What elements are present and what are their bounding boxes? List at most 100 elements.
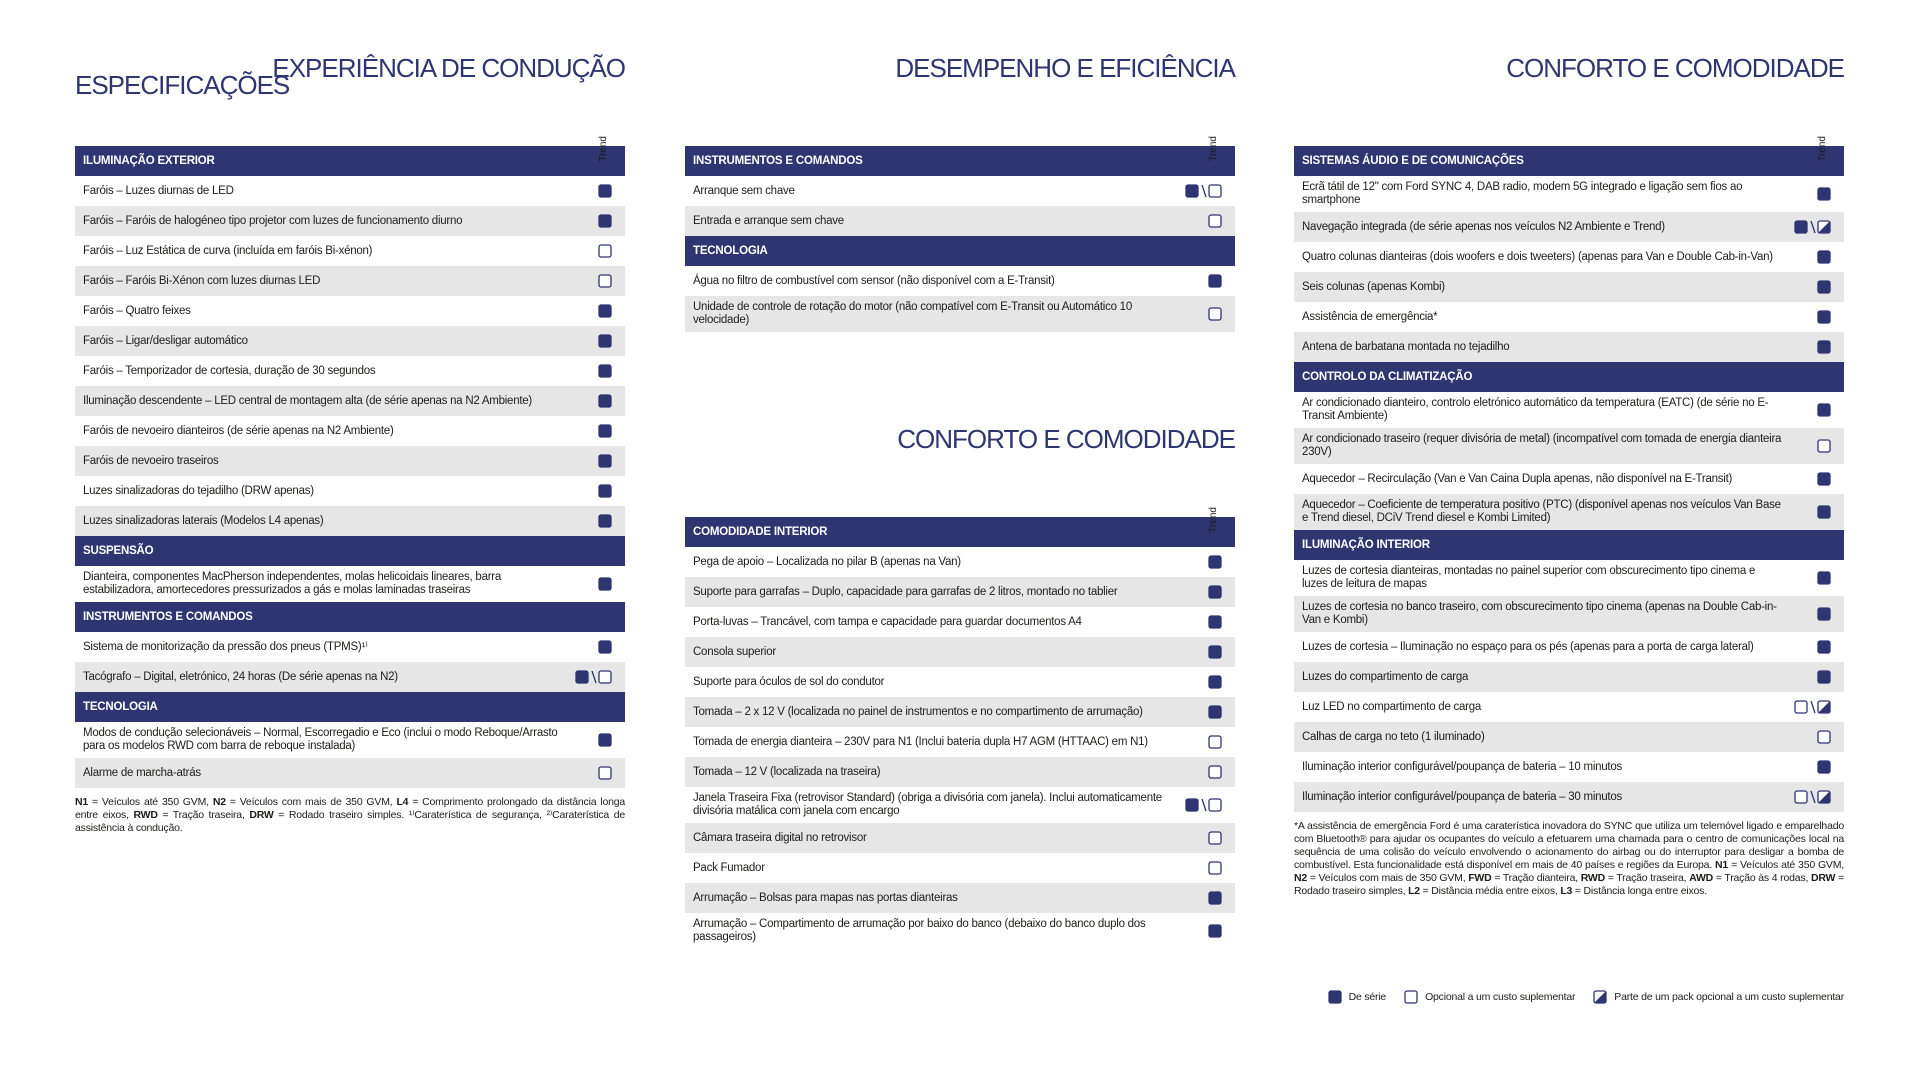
footnote-part: *A assistência de emergência Ford é uma … (1294, 820, 1844, 871)
spec-row: Faróis – Ligar/desligar automático (75, 326, 625, 356)
footnote-part: = Veículos com mais de 350 GVM, (1307, 872, 1469, 884)
spec-text: Luzes de cortesia dianteiras, montadas n… (1302, 565, 1756, 590)
spec-text: Faróis – Ligar/desligar automático (83, 334, 248, 347)
spec-panel: CONFORTO E COMODIDADE Trend COMODIDADE INT… (685, 423, 1236, 949)
spec-text: Faróis de nevoeiro dianteiros (de série … (83, 424, 394, 437)
availability-icon (1185, 184, 1222, 198)
availability-icon (1208, 214, 1222, 228)
spec-row: Pack Fumador (685, 853, 1235, 883)
availability-icon (1817, 403, 1831, 417)
spec-row: Luzes de cortesia – Iluminação no espaço… (1294, 632, 1844, 662)
spec-availability (1782, 439, 1844, 453)
spec-availability (1173, 184, 1235, 198)
spec-availability (1173, 705, 1235, 719)
footnote-part: RWD (1580, 872, 1606, 884)
trim-header: Trend (685, 455, 1235, 533)
spec-text: Iluminação interior configurável/poupanç… (1302, 790, 1623, 803)
availability-icon (1208, 555, 1222, 569)
footnote-part: L3 (1560, 885, 1573, 897)
availability-icon (1817, 310, 1831, 324)
availability-icon (1817, 571, 1831, 585)
footnote-part: N1 (75, 796, 89, 808)
legend-item: De série (1327, 990, 1386, 1004)
spec-row: Arrumação – Compartimento de arrumação p… (685, 913, 1235, 949)
spec-row: Tacógrafo – Digital, eletrónico, 24 hora… (75, 662, 625, 692)
footnote-part: = Rodado traseiro simples, (1294, 872, 1844, 897)
trim-label: Trend (1817, 136, 1828, 162)
spec-availability (1173, 274, 1235, 288)
spec-text: Pega de apoio – Localizada no pilar B (a… (693, 555, 961, 568)
footnote-part: = Tração às 4 rodas, (1713, 872, 1811, 884)
footnote-part: FWD (1468, 872, 1492, 884)
footnote-part: = Distância média entre eixos, (1419, 885, 1561, 897)
spec-text: Faróis – Temporizador de cortesia, duraç… (83, 364, 376, 377)
availability-icon (598, 274, 612, 288)
spec-text: Faróis – Faróis Bi-Xénon com luzes diurn… (83, 274, 321, 287)
spec-text: Suporte para garrafas – Duplo, capacidad… (693, 585, 1118, 598)
spec-row: Seis colunas (apenas Kombi) (1294, 272, 1844, 302)
spec-row: Luzes de cortesia no banco traseiro, com… (1294, 596, 1844, 632)
spec-availability (563, 334, 625, 348)
availability-icon (1208, 735, 1222, 749)
spec-text: Janela Traseira Fixa (retrovisor Standar… (693, 792, 1162, 817)
spec-text: Iluminação interior configurável/poupanç… (1302, 760, 1623, 773)
footnote-part: L2 (1408, 885, 1420, 897)
spec-row: Modos de condução selecionáveis – Normal… (75, 722, 625, 758)
availability-icon (598, 214, 612, 228)
spec-availability (1782, 640, 1844, 654)
availability-icon (598, 577, 612, 591)
spec-text: Tomada de energia dianteira – 230V para … (693, 735, 1148, 748)
spec-availability (1173, 307, 1235, 321)
spec-text: Aquecedor – Recirculação (Van e Van Cain… (1302, 472, 1733, 485)
spec-row: Ar condicionado dianteiro, controlo elet… (1294, 392, 1844, 428)
availability-icon (1208, 274, 1222, 288)
availability-icon (598, 733, 612, 747)
availability-icon (1794, 700, 1831, 714)
spec-row: Faróis – Quatro feixes (75, 296, 625, 326)
trim-label: Trend (1208, 136, 1219, 162)
availability-icon (598, 364, 612, 378)
spec-availability (563, 274, 625, 288)
spec-availability (563, 304, 625, 318)
availability-icon (1817, 187, 1831, 201)
spec-text: Tomada – 2 x 12 V (localizada no painel … (693, 705, 1143, 718)
spec-row: Calhas de carga no teto (1 iluminado) (1294, 722, 1844, 752)
spec-row: Faróis – Luz Estática de curva (incluída… (75, 236, 625, 266)
spec-availability (563, 424, 625, 438)
trim-header: Trend (685, 84, 1235, 162)
section-heading: CONTROLO DA CLIMATIZAÇÃO (1294, 362, 1844, 392)
availability-icon (598, 640, 612, 654)
spec-availability (563, 766, 625, 780)
spec-text: Pack Fumador (693, 861, 765, 874)
spec-text: Câmara traseira digital no retrovisor (693, 831, 867, 844)
spec-row: Tomada – 2 x 12 V (localizada no painel … (685, 697, 1235, 727)
legend: De série Opcional a um custo suplementar P… (1327, 990, 1844, 1004)
spec-row: Iluminação interior configurável/poupanç… (1294, 782, 1844, 812)
availability-icon (1208, 861, 1222, 875)
spec-row: Tomada – 12 V (localizada na traseira) (685, 757, 1235, 787)
spec-text: Luzes sinalizadoras laterais (Modelos L4… (83, 514, 324, 527)
availability-icon (598, 184, 612, 198)
spec-text: Tomada – 12 V (localizada na traseira) (693, 765, 881, 778)
spec-text: Sistema de monitorização da pressão dos … (83, 640, 368, 653)
spec-availability (563, 733, 625, 747)
spec-availability (563, 670, 625, 684)
spec-panel: EXPERIÊNCIA DE CONDUÇÃO Trend ILUMINAÇÃO E… (75, 52, 626, 835)
spec-text: Modos de condução selecionáveis – Normal… (83, 727, 558, 752)
footnote-part: = Distância longa entre eixos. (1572, 885, 1707, 897)
availability-icon (1208, 675, 1222, 689)
spec-row: Luzes sinalizadoras do tejadilho (DRW ap… (75, 476, 625, 506)
spec-row: Água no filtro de combustível com sensor… (685, 266, 1235, 296)
spec-text: Aquecedor – Coeficiente de temperatura p… (1302, 499, 1781, 524)
spec-row: Entrada e arranque sem chave (685, 206, 1235, 236)
spec-availability (1173, 924, 1235, 938)
spec-text: Navegação integrada (de série apenas nos… (1302, 220, 1665, 233)
trim-header: Trend (1294, 84, 1844, 162)
footnote-part: L4 (396, 796, 409, 808)
spec-row: Dianteira, componentes MacPherson indepe… (75, 566, 625, 602)
spec-row: Navegação integrada (de série apenas nos… (1294, 212, 1844, 242)
availability-icon (1817, 730, 1831, 744)
spec-text: Luzes do compartimento de carga (1302, 670, 1469, 683)
spec-row: Luzes sinalizadoras laterais (Modelos L4… (75, 506, 625, 536)
